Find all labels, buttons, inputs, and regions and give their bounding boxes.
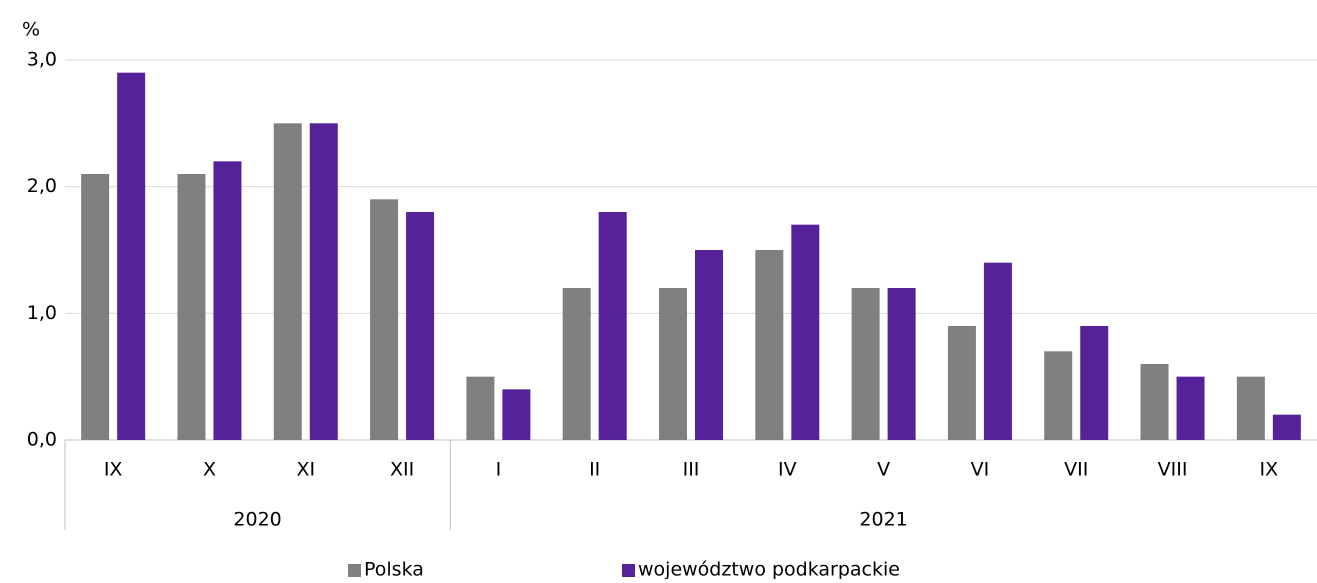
x-tick-label: VII (1064, 459, 1088, 481)
bar (755, 250, 784, 440)
bar (562, 288, 591, 440)
bar (1236, 376, 1265, 440)
bar (1272, 414, 1301, 440)
bar (1044, 351, 1073, 440)
bar (117, 72, 146, 441)
bar (213, 161, 242, 441)
x-tick-label: XI (296, 459, 315, 481)
x-tick-label: IX (1260, 459, 1279, 481)
x-tick-label: IX (104, 459, 123, 481)
bar (695, 250, 723, 440)
legend-label: Polska (364, 559, 424, 580)
bar (598, 212, 627, 440)
x-tick-label: VI (971, 459, 990, 481)
group-label: 2020 (233, 509, 281, 531)
x-tick-label: V (877, 459, 890, 481)
bar (1140, 364, 1169, 440)
y-unit: % (22, 19, 40, 41)
bar (1080, 326, 1109, 440)
bar (502, 389, 531, 440)
bar (887, 288, 916, 440)
legend-swatch (348, 564, 361, 577)
y-tick-label: 3,0 (27, 49, 57, 71)
bar (947, 326, 976, 440)
bar (851, 288, 880, 440)
x-tick-label: X (203, 459, 216, 481)
legend-swatch (622, 564, 635, 577)
y-tick-label: 1,0 (27, 302, 57, 324)
x-tick-label: III (683, 459, 700, 481)
x-tick-label: IV (778, 459, 797, 481)
bar (659, 288, 687, 440)
x-tick-label: I (496, 459, 502, 481)
y-tick-label: 0,0 (27, 429, 57, 451)
bar (81, 174, 110, 440)
bar (791, 224, 820, 440)
group-label: 2021 (859, 509, 907, 531)
bar (406, 212, 435, 440)
y-tick-label: 2,0 (27, 175, 57, 197)
x-tick-label: VIII (1158, 459, 1188, 481)
x-tick-label: XII (390, 459, 414, 481)
bar (983, 262, 1012, 440)
bar (1176, 376, 1205, 440)
legend-label: województwo podkarpackie (638, 559, 900, 580)
x-tick-label: II (589, 459, 600, 481)
bar (370, 199, 399, 440)
bar (177, 174, 206, 440)
bar (309, 123, 338, 440)
bar (466, 376, 495, 440)
bar (273, 123, 302, 440)
